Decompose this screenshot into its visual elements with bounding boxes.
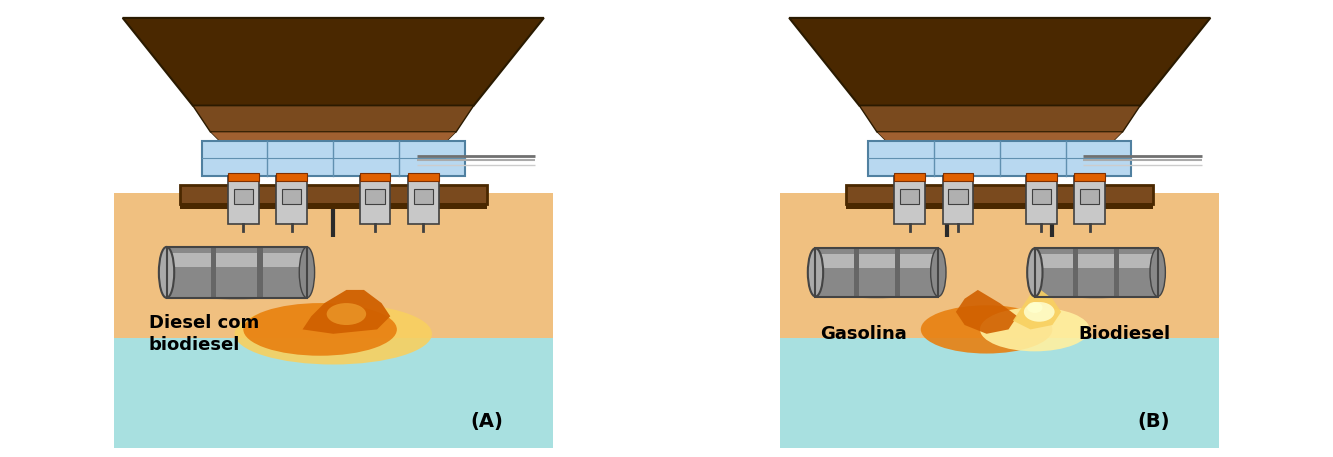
Polygon shape <box>956 290 1017 334</box>
Ellipse shape <box>930 248 946 297</box>
Ellipse shape <box>167 249 307 300</box>
Bar <box>868 141 1132 176</box>
Bar <box>1026 173 1057 181</box>
Ellipse shape <box>327 303 367 325</box>
Bar <box>1114 248 1120 297</box>
Bar <box>780 338 1220 448</box>
Ellipse shape <box>235 303 432 365</box>
Bar <box>894 173 925 181</box>
Bar <box>257 247 263 298</box>
Polygon shape <box>303 290 391 334</box>
FancyBboxPatch shape <box>816 254 938 267</box>
Text: Diesel com: Diesel com <box>149 314 259 332</box>
Bar <box>900 189 920 204</box>
Bar <box>1032 189 1052 204</box>
Text: (A): (A) <box>471 412 504 431</box>
Bar <box>113 338 553 448</box>
Bar <box>113 193 553 338</box>
Polygon shape <box>877 132 1122 141</box>
Ellipse shape <box>816 250 938 299</box>
Ellipse shape <box>1034 250 1157 299</box>
Bar <box>942 176 973 224</box>
Text: (B): (B) <box>1137 412 1169 431</box>
Polygon shape <box>211 132 456 141</box>
Bar <box>1026 176 1057 224</box>
Bar <box>276 173 307 181</box>
Ellipse shape <box>159 247 175 298</box>
Bar <box>408 173 439 181</box>
Ellipse shape <box>1028 302 1042 313</box>
Bar <box>1080 189 1100 204</box>
Bar <box>365 189 385 204</box>
FancyBboxPatch shape <box>1034 254 1157 267</box>
Ellipse shape <box>921 305 1052 354</box>
FancyBboxPatch shape <box>1034 248 1157 297</box>
Bar <box>1074 173 1105 181</box>
Bar <box>894 176 925 224</box>
Ellipse shape <box>1028 248 1042 297</box>
Polygon shape <box>123 18 544 106</box>
Bar <box>780 193 1220 338</box>
FancyBboxPatch shape <box>167 253 307 267</box>
Polygon shape <box>789 18 1210 106</box>
Text: Biodiesel: Biodiesel <box>1078 325 1170 343</box>
Bar <box>113 9 553 193</box>
Bar <box>228 176 259 224</box>
Bar <box>276 176 307 224</box>
Bar <box>894 248 900 297</box>
Bar <box>360 173 391 181</box>
Bar <box>846 185 1153 204</box>
Bar <box>233 189 253 204</box>
Text: biodiesel: biodiesel <box>149 336 240 354</box>
Bar <box>780 9 1220 193</box>
Bar <box>228 173 259 181</box>
Bar <box>846 203 1153 209</box>
FancyBboxPatch shape <box>167 247 307 298</box>
Ellipse shape <box>808 248 824 297</box>
Bar <box>1074 176 1105 224</box>
Bar <box>1073 248 1078 297</box>
Bar <box>281 189 301 204</box>
Ellipse shape <box>1024 302 1054 322</box>
Bar <box>201 141 465 176</box>
Ellipse shape <box>980 308 1089 351</box>
Bar <box>948 189 968 204</box>
FancyBboxPatch shape <box>816 248 938 297</box>
Ellipse shape <box>244 303 397 356</box>
Bar <box>413 189 433 204</box>
Bar <box>360 176 391 224</box>
Bar <box>942 173 973 181</box>
Ellipse shape <box>1150 248 1165 297</box>
Bar <box>408 176 439 224</box>
Bar <box>180 185 487 204</box>
Ellipse shape <box>299 247 315 298</box>
Bar <box>211 247 216 298</box>
Polygon shape <box>1013 286 1061 329</box>
Polygon shape <box>860 106 1140 132</box>
Bar <box>854 248 858 297</box>
Bar <box>180 203 487 209</box>
Polygon shape <box>193 106 473 132</box>
Text: Gasolina: Gasolina <box>820 325 906 343</box>
